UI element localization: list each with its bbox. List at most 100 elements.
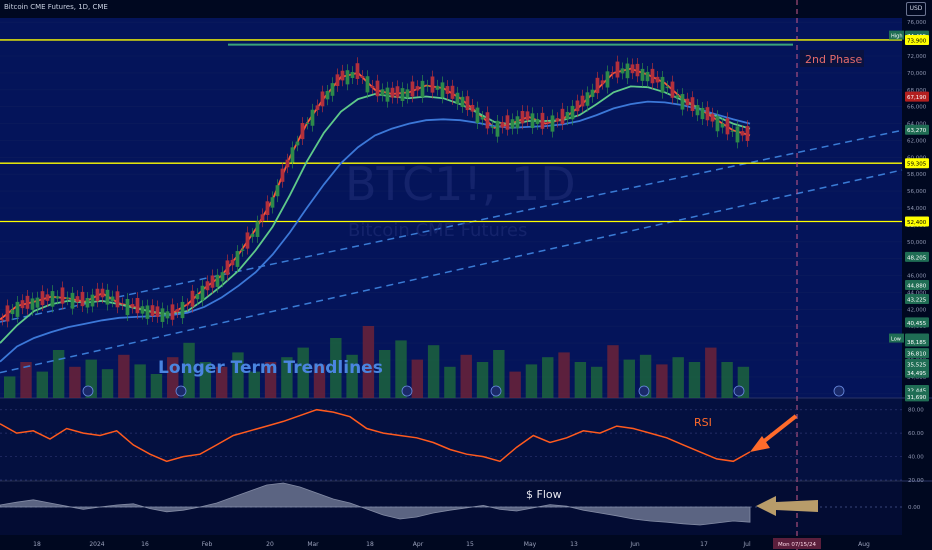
rsi-tick-label: 80.00 [908,408,924,414]
volume-bar [623,359,635,398]
price-badge-label: 35,525 [907,363,927,369]
rsi-tick-label: 60.00 [908,431,924,437]
candle-body [680,94,685,110]
candle-body [390,87,395,98]
candle-body [255,221,260,237]
candle-body [695,105,700,116]
volume-bar [590,366,603,398]
volume-bar [476,362,489,398]
candle-body [460,96,465,107]
candle-body [665,86,670,89]
candle-body [505,115,510,130]
y-tick-label: 68,000 [907,88,927,94]
volume-bar [101,369,114,398]
x-tick-label: 20 [266,541,274,548]
candle-body [590,89,595,97]
volume-bar [460,354,472,398]
x-tick-label: Mar [307,541,319,548]
candle-body [555,118,560,122]
y-tick-label: 42,000 [907,307,927,313]
candle-body [465,96,470,111]
y-tick-label: 76,000 [907,20,927,26]
candle-body [450,85,455,99]
level-badge-label: 59,305 [907,162,927,168]
candle-body [280,168,285,182]
candle-body [735,126,740,143]
candle-body [190,290,195,307]
candle-body [440,82,445,98]
candle-body [65,297,70,300]
trendlines-label: Longer Term Trendlines [158,358,383,378]
flow-arrow [756,496,818,516]
candle-body [115,291,120,308]
candle-body [550,115,555,132]
candle-body [310,109,315,126]
event-icon [401,385,413,397]
candle-body [5,305,10,322]
price-badge-label: 48,205 [907,255,927,261]
candle-body [45,294,50,301]
y-tick-label: 72,000 [907,54,927,60]
volume-bar [150,374,163,398]
candle-body [175,309,180,313]
y-tick-label: 58,000 [907,172,927,178]
price-badges: 74,41567,19063,27048,20544,88043,22540,4… [905,30,929,402]
rsi-tick-label: 20.00 [908,478,924,484]
candle-body [235,251,240,267]
candle-body [650,68,655,84]
candle-body [655,76,660,83]
event-icon [175,385,187,397]
candle-body [415,86,420,91]
candle-body [20,300,25,309]
candle-body [70,292,75,309]
candle-body [615,61,620,78]
candle-body [330,83,335,96]
x-tick-label: 2024 [89,541,104,548]
candle-body [490,126,495,128]
candle-body [575,100,580,112]
candle-body [425,85,430,87]
currency-selector[interactable]: USD [906,2,926,16]
candle-body [745,126,750,141]
candle-body [535,118,540,124]
candle-body [685,98,690,106]
volume-bar [427,345,440,398]
candlestick-series [0,55,750,328]
x-axis: 18 2024 16 Feb 20 Mar 18 Apr 15 May 13 Jun 17 Jul Aug M… [33,538,870,549]
candle-body [40,291,45,306]
candle-body [305,123,310,125]
candle-body [400,88,405,101]
candle-body [205,281,210,291]
x-tick-label: 18 [33,541,41,548]
volume-bar [721,362,733,398]
volume-bar [85,359,97,398]
candle-body [80,291,85,307]
volume-bar [411,359,424,398]
candle-body [515,116,520,129]
volume-bar [444,366,456,398]
candle-body [620,68,625,74]
price-badge [905,317,929,328]
candle-body [230,259,235,266]
volume-bar [705,347,717,398]
price-badge [905,367,929,378]
candle-body [170,304,175,320]
candle-body [265,201,270,216]
candle-body [300,122,305,140]
candle-body [640,68,645,81]
candle-body [730,130,735,132]
price-badge [905,348,929,359]
volume-series [4,326,750,398]
high-tag [889,30,904,40]
candle-body [195,294,200,300]
event-icon [490,385,502,397]
candle-body [125,298,130,316]
candle-body [260,214,265,222]
rsi-tick-label: 40.00 [908,455,924,461]
candle-body [355,63,360,79]
candle-body [570,105,575,120]
candle-body [215,274,220,287]
low-tag-label: Low [891,337,901,343]
candle-body [90,294,95,307]
x-tick-label: 18 [366,541,374,548]
